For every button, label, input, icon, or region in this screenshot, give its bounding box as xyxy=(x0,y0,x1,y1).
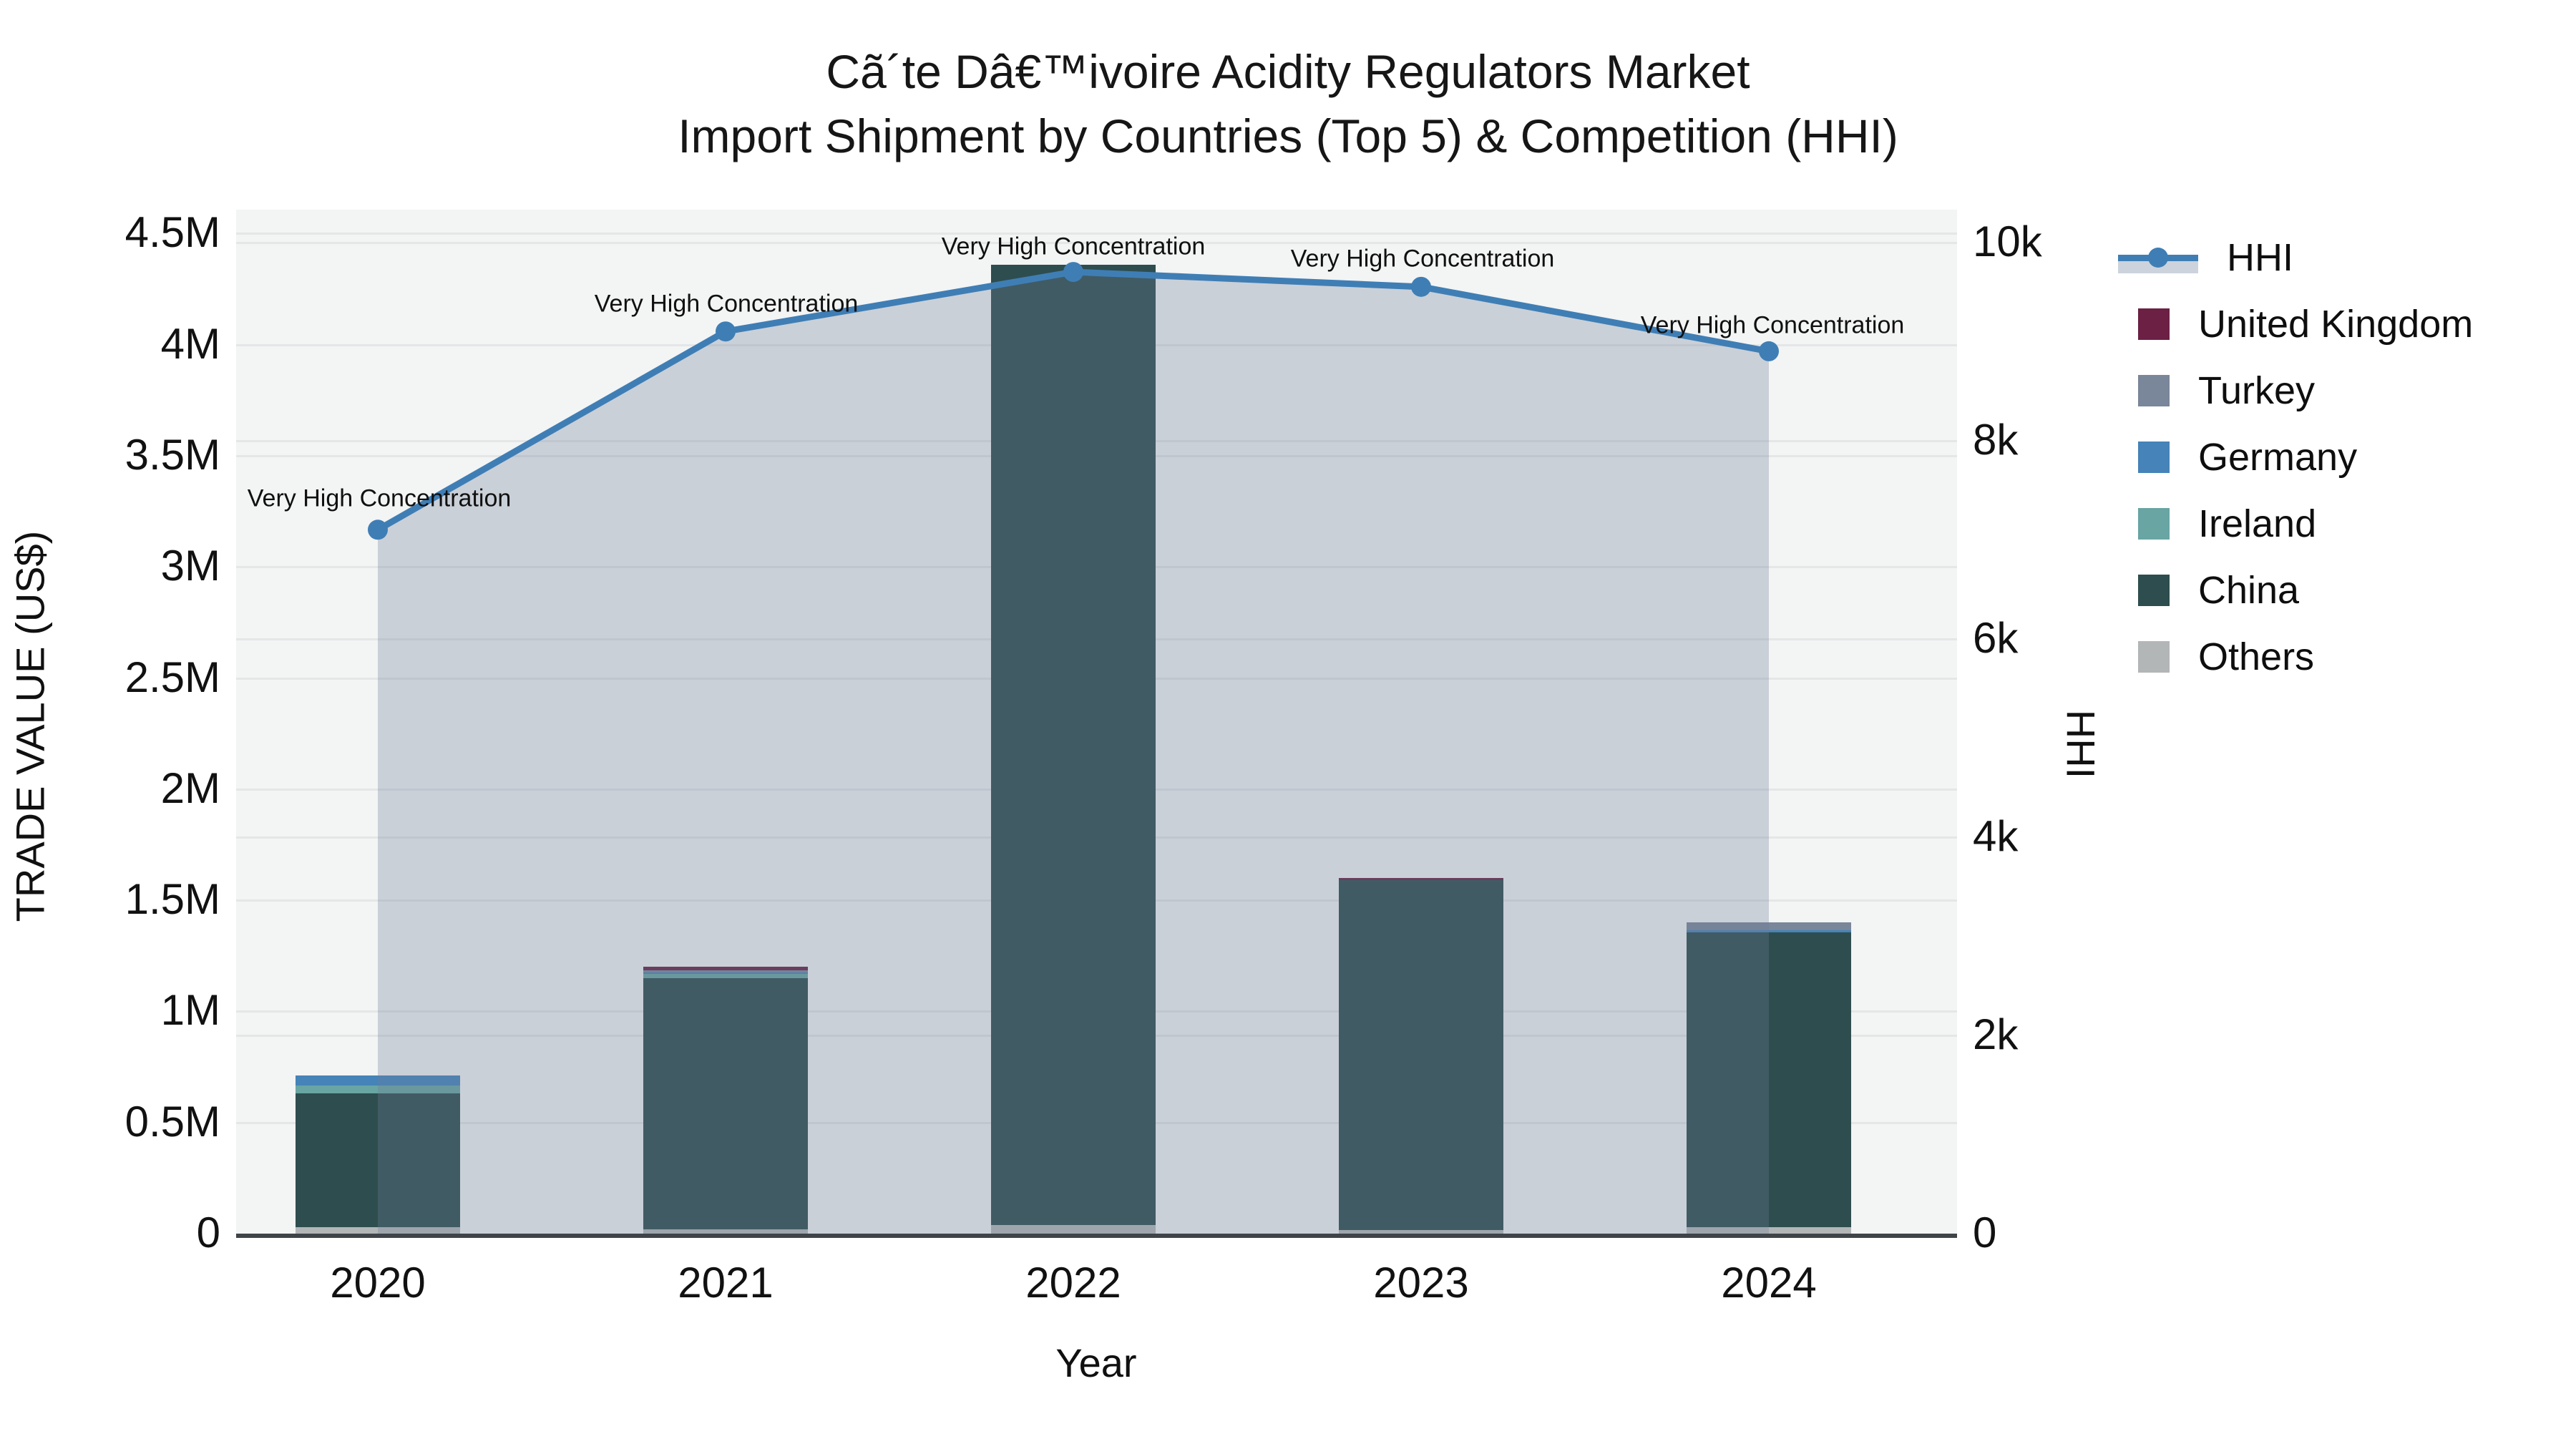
gridline-left-4.5M xyxy=(236,233,1957,235)
legend-label: Turkey xyxy=(2198,369,2316,412)
left-tick-2M: 2M xyxy=(160,763,220,812)
bar-segment-2023-others xyxy=(1339,1230,1503,1234)
left-tick-4.5M: 4.5M xyxy=(125,208,220,257)
legend-label: Others xyxy=(2198,635,2315,678)
x-tick-2023: 2023 xyxy=(1373,1259,1469,1307)
bar-segment-2021-united-kingdom xyxy=(643,967,808,970)
annotation-2022: Very High Concentration xyxy=(941,233,1206,260)
bar-segment-2020-china xyxy=(296,1093,460,1227)
bar-segment-2020-ireland xyxy=(296,1085,460,1094)
left-tick-4M: 4M xyxy=(160,319,220,368)
legend-swatch-china xyxy=(2138,575,2170,606)
chart-title-line1: Cã´te Dâ€™ivoire Acidity Regulators Mark… xyxy=(826,45,1750,98)
annotation-2024: Very High Concentration xyxy=(1640,311,1905,339)
annotation-2023: Very High Concentration xyxy=(1290,245,1555,273)
x-tick-2022: 2022 xyxy=(1025,1259,1121,1307)
right-tick-10k: 10k xyxy=(1973,217,2042,265)
left-tick-2.5M: 2.5M xyxy=(125,653,220,701)
bar-segment-2021-germany xyxy=(643,972,808,974)
legend-swatch-turkey xyxy=(2138,375,2170,406)
legend-item-united-kingdom[interactable]: United Kingdom xyxy=(2118,303,2473,346)
legend-item-hhi[interactable]: HHI xyxy=(2118,236,2293,279)
right-tick-4k: 4k xyxy=(1973,811,2019,860)
bar-segment-2023-china xyxy=(1339,880,1503,1231)
right-tick-2k: 2k xyxy=(1973,1010,2019,1058)
right-tick-6k: 6k xyxy=(1973,613,2019,662)
legend-item-ireland[interactable]: Ireland xyxy=(2118,502,2316,545)
x-tick-2024: 2024 xyxy=(1721,1259,1817,1307)
bar-segment-2024-turkey xyxy=(1687,922,1851,931)
x-axis-line xyxy=(236,1234,1957,1238)
x-tick-2021: 2021 xyxy=(678,1259,774,1307)
chart-title-line2: Import Shipment by Countries (Top 5) & C… xyxy=(678,109,1898,162)
legend-item-germany[interactable]: Germany xyxy=(2118,436,2357,479)
legend-label: China xyxy=(2198,569,2300,612)
left-tick-1.5M: 1.5M xyxy=(125,875,220,924)
left-tick-3.5M: 3.5M xyxy=(125,430,220,479)
bar-segment-2022-others xyxy=(991,1224,1156,1234)
left-tick-3M: 3M xyxy=(160,542,220,590)
x-tick-2020: 2020 xyxy=(330,1259,426,1307)
bar-segment-2020-others xyxy=(296,1226,460,1234)
bar-segment-2021-turkey xyxy=(643,970,808,973)
left-axis-title: TRADE VALUE (US$) xyxy=(7,530,53,922)
legend-swatch-others xyxy=(2138,641,2170,673)
bar-segment-2021-ireland xyxy=(643,973,808,978)
bar-segment-2022-china xyxy=(991,264,1156,1225)
annotation-2021: Very High Concentration xyxy=(594,290,859,318)
legend-label: United Kingdom xyxy=(2198,303,2474,346)
annotation-2020: Very High Concentration xyxy=(247,484,512,512)
x-axis-title: Year xyxy=(1055,1340,1137,1385)
bar-segment-2024-germany xyxy=(1687,930,1851,933)
left-tick-0.5M: 0.5M xyxy=(125,1097,220,1146)
legend: HHI United Kingdom Turkey Germany Ireland Chi… xyxy=(2118,236,2562,723)
bar-segment-2023-united-kingdom xyxy=(1339,878,1503,881)
legend-swatch-germany xyxy=(2138,441,2170,473)
bar-segment-2021-china xyxy=(643,977,808,1229)
bar-segment-2024-china xyxy=(1687,932,1851,1227)
legend-swatch-ireland xyxy=(2138,508,2170,540)
hhi-legend-symbol xyxy=(2118,238,2198,278)
right-tick-0: 0 xyxy=(1973,1209,1997,1257)
legend-label: Germany xyxy=(2198,436,2358,479)
legend-label: HHI xyxy=(2227,236,2293,279)
left-tick-1M: 1M xyxy=(160,986,220,1035)
legend-item-turkey[interactable]: Turkey xyxy=(2118,369,2315,412)
legend-label: Ireland xyxy=(2198,502,2317,545)
gridline-right-10k xyxy=(236,241,1957,244)
legend-swatch-united-kingdom xyxy=(2138,308,2170,340)
bar-segment-2024-others xyxy=(1687,1226,1851,1234)
left-tick-0: 0 xyxy=(196,1209,220,1257)
legend-item-others[interactable]: Others xyxy=(2118,635,2314,678)
bar-segment-2020-germany xyxy=(296,1075,460,1086)
legend-item-china[interactable]: China xyxy=(2118,569,2299,612)
right-axis-title: HHI xyxy=(2058,709,2104,779)
right-tick-8k: 8k xyxy=(1973,415,2019,464)
bar-segment-2021-others xyxy=(643,1229,808,1234)
